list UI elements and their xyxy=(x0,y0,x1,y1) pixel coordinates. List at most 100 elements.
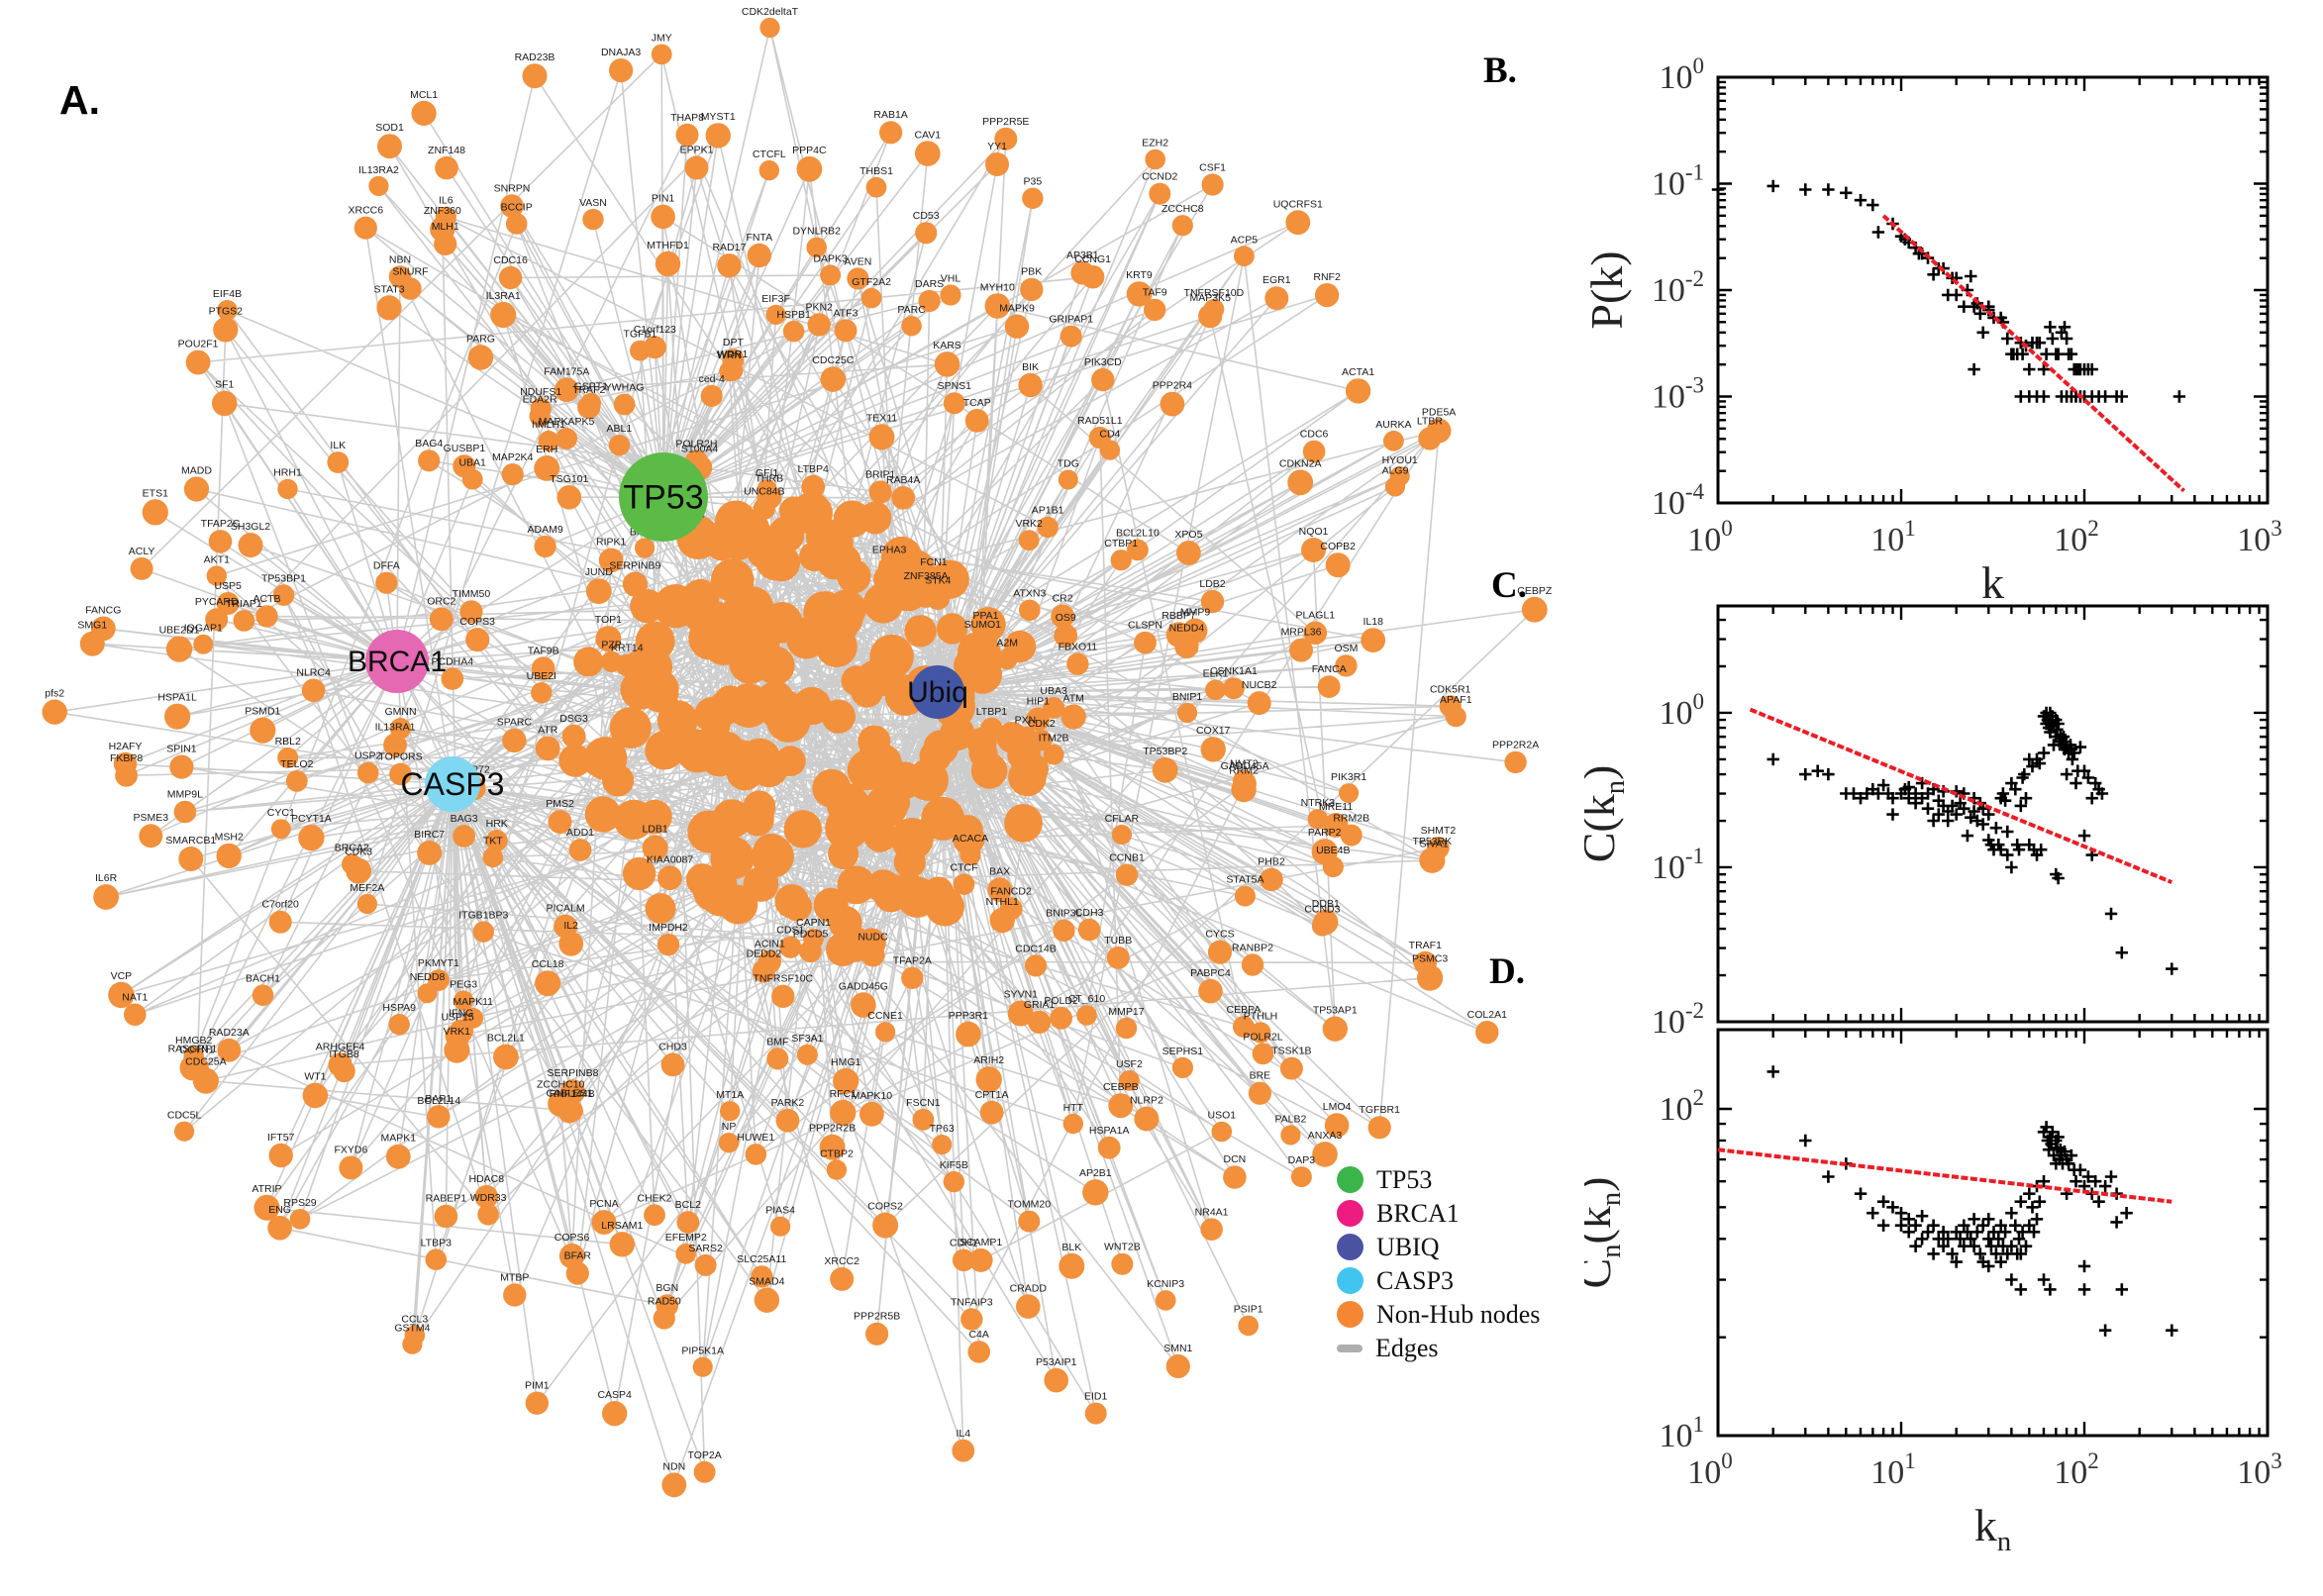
network-node-label: VRK2 xyxy=(1015,518,1043,530)
network-node-label: CDC6 xyxy=(1300,429,1329,441)
tick-label: 100 xyxy=(1660,689,1705,732)
network-node-label: PIK3R1 xyxy=(1331,771,1366,783)
network-node xyxy=(726,683,771,728)
network-node xyxy=(1234,885,1256,907)
network-node xyxy=(375,571,398,594)
network-node-label: SF3A1 xyxy=(791,1033,823,1045)
network-node xyxy=(1285,210,1311,236)
network-node-label: BCL2L14 xyxy=(417,1095,460,1107)
network-node xyxy=(749,748,789,788)
network-node xyxy=(1312,1142,1338,1167)
network-node xyxy=(425,1248,448,1270)
network-node-label: C1orf123 xyxy=(634,324,676,336)
network-node-label: FAM175A xyxy=(544,365,589,377)
network-node-label: DCN xyxy=(1224,1153,1247,1165)
network-node-label: RABEP1 xyxy=(426,1193,467,1205)
network-node-label: CDK5R1 xyxy=(1430,683,1471,695)
network-node-label: PIP5K1A xyxy=(681,1346,724,1357)
network-node-label: DYNLRB2 xyxy=(792,226,841,238)
network-node-label: ITM2B xyxy=(1039,733,1069,745)
network-node-labels-layer: TP53RK KIAA0087 THAP8 CDC14B TAF9B ALG9 RNF144… xyxy=(45,6,1553,1473)
network-node xyxy=(598,548,624,573)
network-node-label: ZNF148 xyxy=(428,145,465,156)
network-node xyxy=(642,835,668,861)
network-node-label: PABPC4 xyxy=(1190,967,1231,979)
network-node xyxy=(233,610,255,632)
network-node-label: P53AIP1 xyxy=(1036,1356,1077,1368)
network-node xyxy=(1427,837,1450,859)
network-node xyxy=(193,634,214,654)
network-node xyxy=(1152,756,1178,783)
network-node xyxy=(1028,1010,1052,1034)
network-node xyxy=(277,478,298,500)
tick-label: 10-1 xyxy=(1652,844,1704,886)
network-node xyxy=(1016,1294,1041,1319)
network-node-label: CTCFL xyxy=(753,149,786,160)
network-node xyxy=(1504,750,1527,774)
network-node-label: PTHLH xyxy=(1244,1010,1277,1022)
network-node-label: IFNG xyxy=(449,1008,473,1020)
network-node xyxy=(298,825,325,851)
network-node xyxy=(534,455,560,481)
network-node-label: CDC25C xyxy=(812,354,854,366)
network-node xyxy=(383,733,407,757)
network-node-label: USF2 xyxy=(1116,1058,1143,1070)
network-node xyxy=(984,293,1011,319)
network-node xyxy=(915,141,941,166)
network-node-label: TUBB xyxy=(1104,935,1132,947)
network-node-label: MAPK11 xyxy=(453,996,493,1008)
network-node-label: ATR xyxy=(538,725,558,737)
network-node xyxy=(858,501,892,535)
network-node xyxy=(972,631,993,651)
scatter-plots: 100 101 102 10310010-110-210-310-4P(k)k1001… xyxy=(1584,53,2282,1557)
network-node xyxy=(1413,950,1438,975)
tick-label: 10-3 xyxy=(1652,373,1704,416)
network-node-label: BGN xyxy=(656,1282,678,1294)
network-node-label: KIF5B xyxy=(940,1159,968,1171)
network-node xyxy=(1250,1022,1271,1044)
network-node xyxy=(441,667,464,690)
network-node xyxy=(1060,704,1086,730)
network-node xyxy=(388,1013,410,1036)
network-node-label: EID1 xyxy=(1084,1391,1108,1403)
network-node xyxy=(999,897,1023,921)
network-node xyxy=(891,486,915,510)
network-node-label: PPP4C xyxy=(792,145,827,156)
panel-d-label: D. xyxy=(1489,951,1525,992)
network-node-label: CDK2deltaT xyxy=(742,6,799,18)
network-node-label: PPP2R2B xyxy=(809,1123,856,1135)
network-node xyxy=(987,877,1012,903)
network-node xyxy=(960,1308,983,1331)
network-node-label: CDC16 xyxy=(493,254,528,266)
network-node-label: ADAM9 xyxy=(528,524,563,536)
network-node xyxy=(173,800,197,824)
network-node-label: SF1 xyxy=(215,379,234,391)
network-node-label: HUWE1 xyxy=(737,1132,774,1144)
network-node-label: NR4A1 xyxy=(1195,1206,1229,1218)
network-node-label: EIF3F xyxy=(761,293,790,305)
network-node-label: PMS2 xyxy=(546,798,574,810)
network-node-label: EIF4B xyxy=(213,288,242,300)
network-node xyxy=(1059,1252,1085,1279)
network-node-label: BMF xyxy=(766,1036,788,1047)
network-node xyxy=(865,1322,889,1346)
network-node xyxy=(192,1067,219,1094)
network-node-label: NDUFS1 xyxy=(520,386,561,398)
network-node xyxy=(1367,1116,1391,1140)
network-node-label: TP53BP1 xyxy=(261,572,306,584)
network-node-label: FBXO11 xyxy=(1059,642,1098,653)
network-node-label: GMNN xyxy=(384,706,416,718)
network-node-label: CEBPB xyxy=(1103,1081,1139,1093)
network-node-label: YWHAG xyxy=(605,382,645,394)
network-node xyxy=(968,1247,993,1272)
network-node xyxy=(1119,1070,1140,1091)
network-node xyxy=(1200,737,1226,762)
network-node-label: DARS xyxy=(915,278,944,290)
network-node-label: BCCIP xyxy=(501,201,533,213)
network-node xyxy=(1019,599,1041,622)
network-node xyxy=(404,1325,426,1347)
network-node-label: BRE xyxy=(1250,1070,1271,1082)
network-node xyxy=(115,763,138,787)
panel-c-label: C. xyxy=(1491,565,1527,606)
network-node-label: VHL xyxy=(941,272,961,284)
